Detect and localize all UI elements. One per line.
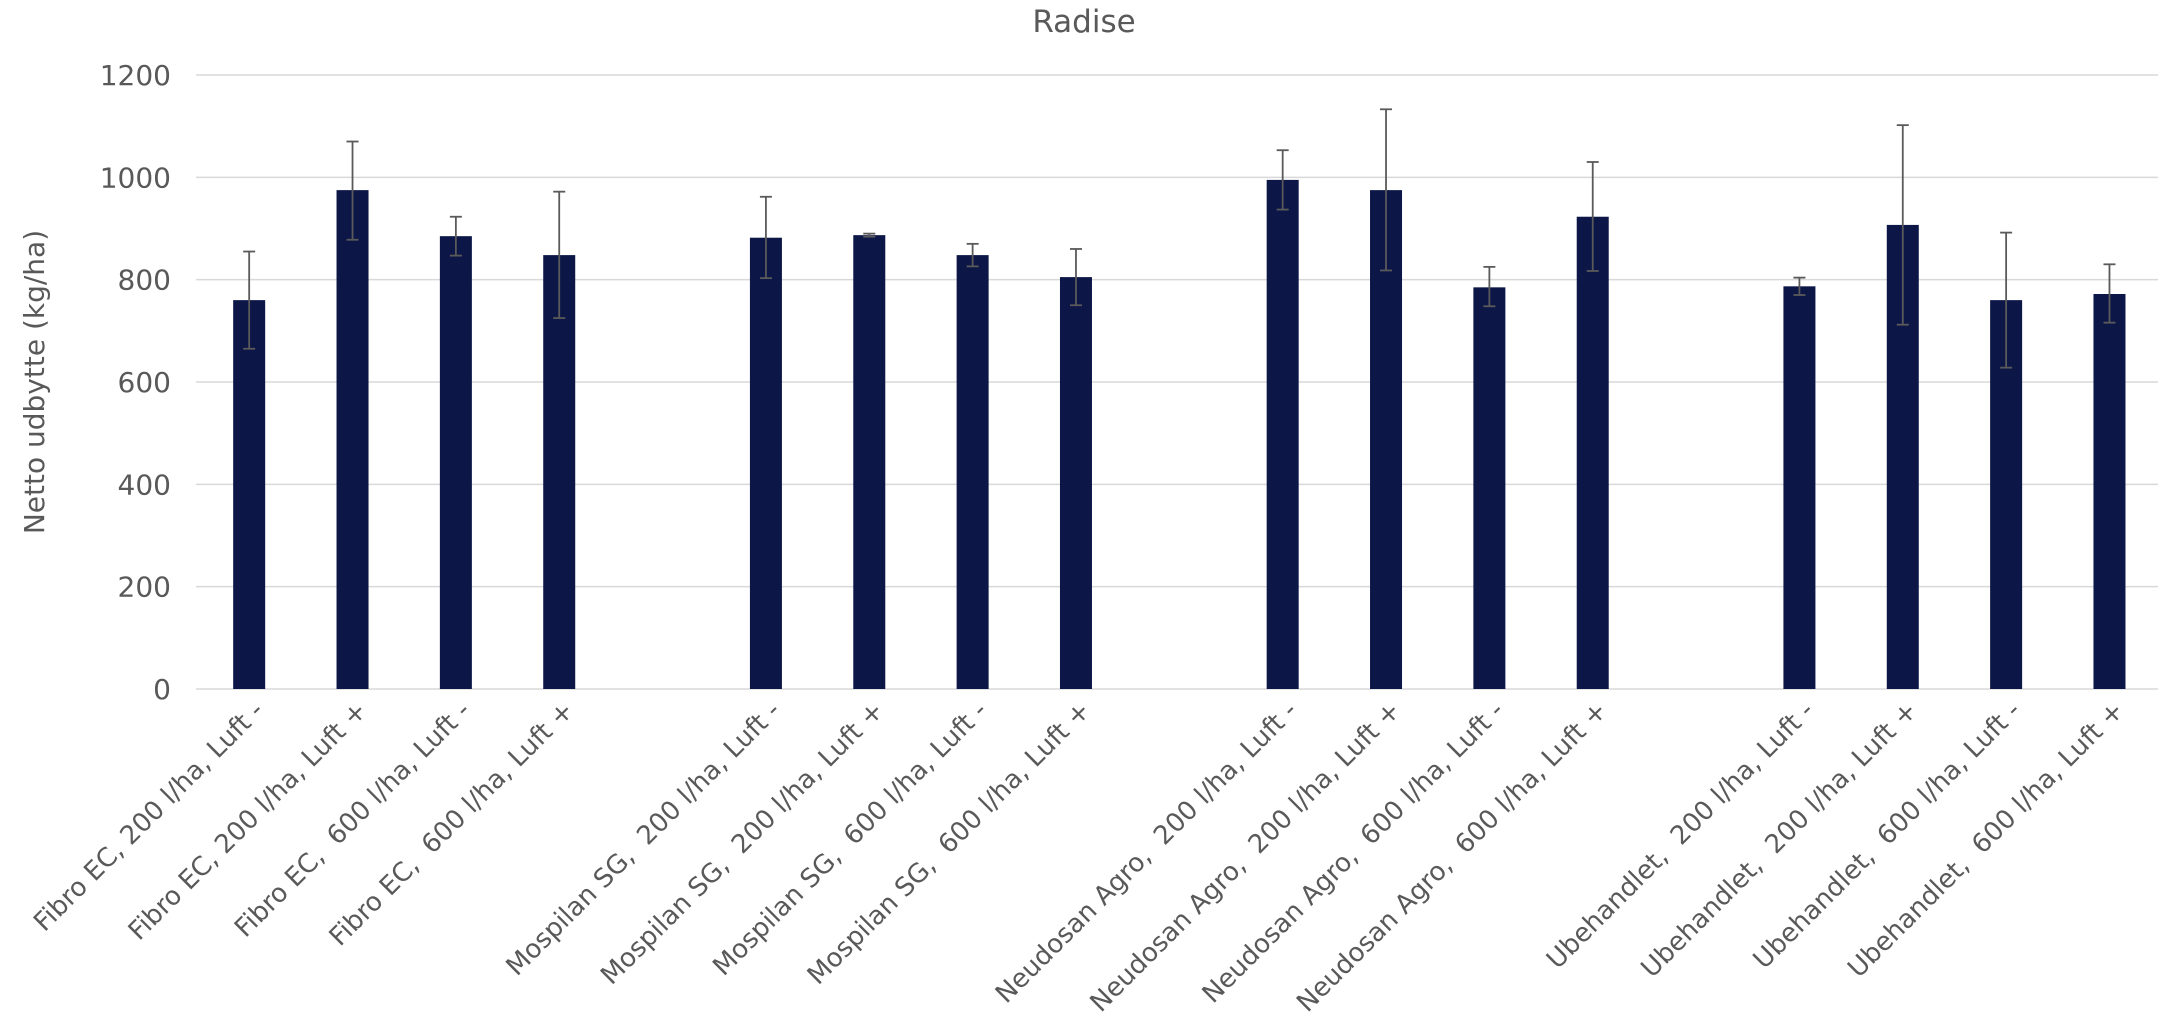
y-tick-label: 400 <box>118 468 171 501</box>
y-tick-label: 0 <box>153 673 171 706</box>
error-bars <box>243 108 2116 369</box>
bar <box>1059 277 1092 689</box>
bar <box>439 236 472 690</box>
bar <box>956 255 989 689</box>
chart-title: Radise <box>1032 4 1135 40</box>
y-tick-label: 200 <box>118 571 171 604</box>
bar <box>1266 179 1299 689</box>
y-tick-label: 1000 <box>100 161 171 194</box>
bar <box>1576 216 1609 689</box>
x-axis-ticks: Fibro EC, 200 l/ha, Luft -Fibro EC, 200 … <box>28 696 2130 1018</box>
y-axis-label: Netto udbytte (kg/ha) <box>18 230 51 534</box>
bar <box>1473 287 1506 689</box>
y-tick-label: 800 <box>118 264 171 297</box>
gridlines <box>196 74 2158 690</box>
bar <box>543 255 576 689</box>
y-tick-label: 600 <box>118 366 171 399</box>
bar <box>1783 286 1816 689</box>
y-tick-label: 1200 <box>100 59 171 92</box>
bars <box>233 179 2126 690</box>
bar <box>233 300 266 689</box>
bar <box>336 190 369 689</box>
bar <box>1370 190 1403 689</box>
bar <box>2093 293 2126 689</box>
y-axis-ticks: 0 200 400 600 800 1000 1200 <box>100 59 171 706</box>
bar <box>749 237 782 689</box>
bar <box>853 235 886 689</box>
